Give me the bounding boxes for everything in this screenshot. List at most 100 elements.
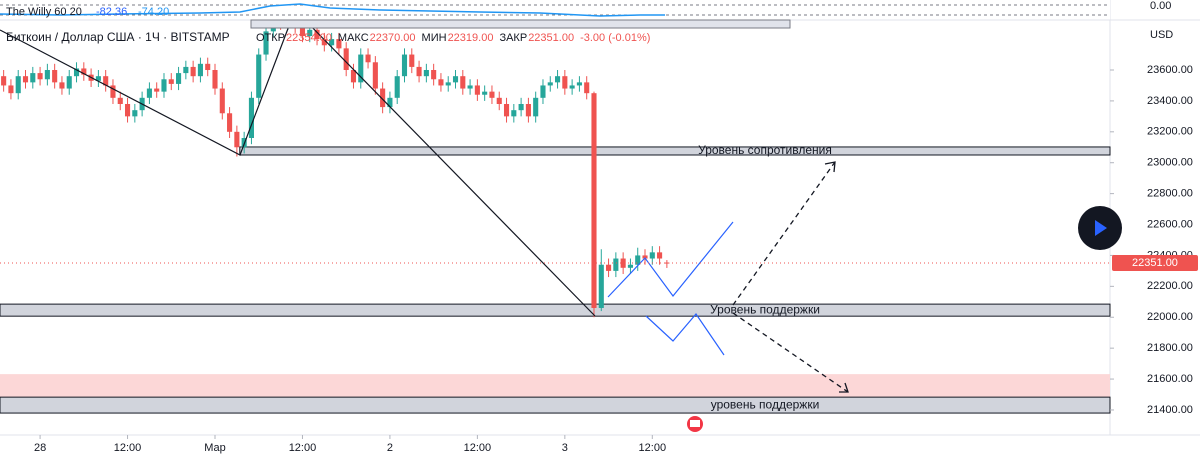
y-tick-label: 21800.00 bbox=[1147, 342, 1193, 354]
candle-body bbox=[321, 39, 327, 46]
candle-body bbox=[474, 85, 480, 95]
candle-body bbox=[52, 70, 58, 83]
zone bbox=[0, 396, 1111, 414]
candle-body bbox=[73, 68, 80, 77]
candle-body bbox=[365, 54, 371, 63]
event-flag-icon bbox=[690, 420, 700, 427]
candle-body bbox=[168, 79, 174, 84]
arrow bbox=[732, 161, 836, 306]
projection-line bbox=[607, 221, 734, 298]
drawings bbox=[0, 17, 849, 393]
x-tick-label: 12:00 bbox=[464, 442, 492, 454]
y-tick-label: 23400.00 bbox=[1147, 95, 1193, 107]
candle-body bbox=[146, 88, 152, 98]
zone bbox=[239, 146, 1111, 156]
legend-value: 22351.00 bbox=[528, 32, 574, 44]
candle-body bbox=[533, 97, 539, 117]
candle-body bbox=[562, 76, 568, 89]
candles bbox=[1, 2, 670, 318]
candle-body bbox=[219, 88, 225, 114]
candle-body bbox=[66, 76, 72, 89]
candle-body bbox=[467, 85, 473, 89]
candle-body bbox=[664, 262, 670, 264]
y-tick-label: 22000.00 bbox=[1147, 311, 1193, 323]
candle-body bbox=[212, 70, 218, 89]
candle-body bbox=[511, 110, 517, 117]
zone-label: уровень поддержки bbox=[711, 397, 820, 411]
legend-key: МАКС bbox=[338, 32, 369, 44]
x-tick-label: 3 bbox=[562, 442, 568, 454]
currency: USD bbox=[1150, 29, 1173, 41]
candle-body bbox=[460, 76, 466, 89]
candle-body bbox=[620, 258, 626, 268]
candle-body bbox=[103, 76, 109, 86]
candle-body bbox=[452, 76, 459, 83]
candle-body bbox=[37, 73, 43, 80]
candle-body bbox=[176, 73, 182, 84]
candle-body bbox=[642, 255, 648, 259]
trend-line bbox=[302, 17, 596, 317]
candle-body bbox=[635, 255, 641, 265]
indicator-axis-label: 0.00 bbox=[1150, 0, 1171, 12]
candle-body bbox=[314, 29, 320, 40]
zone bbox=[0, 374, 1110, 398]
symbol: Биткоин / Доллар США · 1Ч · BITSTAMP bbox=[6, 30, 230, 44]
candle-body bbox=[489, 91, 495, 98]
candle-body bbox=[401, 54, 408, 77]
legend-change: -3.00 (-0.01%) bbox=[580, 32, 650, 44]
candle-body bbox=[44, 70, 50, 80]
candle-body bbox=[299, 26, 306, 37]
candle-body bbox=[307, 29, 313, 37]
candle-body bbox=[409, 54, 415, 67]
x-tick-label: 28 bbox=[34, 442, 46, 454]
candle-body bbox=[124, 103, 131, 117]
candle-body bbox=[15, 76, 21, 94]
candle-body bbox=[540, 85, 546, 98]
legend-key: МИН bbox=[422, 32, 447, 44]
candle-body bbox=[343, 48, 349, 71]
candle-body bbox=[547, 82, 553, 86]
zones: Уровень сопротивления Уровень поддержки ур… bbox=[0, 143, 1111, 414]
candle-body bbox=[372, 62, 378, 89]
y-tick-label: 21600.00 bbox=[1147, 373, 1193, 385]
candle-body bbox=[329, 39, 335, 46]
candle-body bbox=[555, 76, 561, 83]
candle-body bbox=[132, 110, 138, 117]
x-tick-label: 2 bbox=[387, 442, 393, 454]
y-tick-label: 23200.00 bbox=[1147, 126, 1193, 138]
indicator-name: The Willy 60 20 bbox=[6, 6, 82, 18]
candle-body bbox=[438, 79, 444, 86]
candle-body bbox=[416, 66, 422, 77]
x-tick-label: 12:00 bbox=[114, 442, 142, 454]
candle-body bbox=[569, 85, 575, 89]
candle-body bbox=[95, 76, 101, 81]
candle-body bbox=[161, 79, 167, 92]
candle-body bbox=[190, 66, 196, 77]
candle-body bbox=[598, 264, 604, 308]
candle-body bbox=[394, 76, 400, 98]
zone-label: Уровень сопротивления bbox=[698, 143, 832, 157]
legend-value: 22370.00 bbox=[370, 32, 416, 44]
legend-key: ЗАКР bbox=[499, 32, 527, 44]
candle-body bbox=[110, 85, 116, 98]
ohlc-legend: ОТКР 22354.00 МАКС 22370.00 МИН 22319.00 ЗАКР 2… bbox=[256, 32, 650, 44]
y-tick-label: 23600.00 bbox=[1147, 64, 1193, 76]
candle-body bbox=[117, 97, 123, 104]
candle-body bbox=[525, 103, 531, 117]
candle-body bbox=[59, 82, 65, 89]
candle-body bbox=[248, 97, 254, 138]
candle-body bbox=[183, 66, 189, 74]
y-tick-label: 23000.00 bbox=[1147, 157, 1193, 169]
candle-body bbox=[205, 63, 211, 71]
indicator-overlay bbox=[250, 19, 791, 29]
arrow-head bbox=[824, 161, 836, 173]
candle-body bbox=[503, 103, 510, 117]
candle-body bbox=[649, 252, 655, 259]
y-tick-label: 22800.00 bbox=[1147, 188, 1193, 200]
candle-body bbox=[22, 76, 29, 83]
candle-body bbox=[496, 97, 502, 104]
candle-body bbox=[81, 68, 87, 75]
legend-key: ОТКР bbox=[256, 32, 285, 44]
indicator-reading: -82.36 bbox=[96, 6, 127, 18]
